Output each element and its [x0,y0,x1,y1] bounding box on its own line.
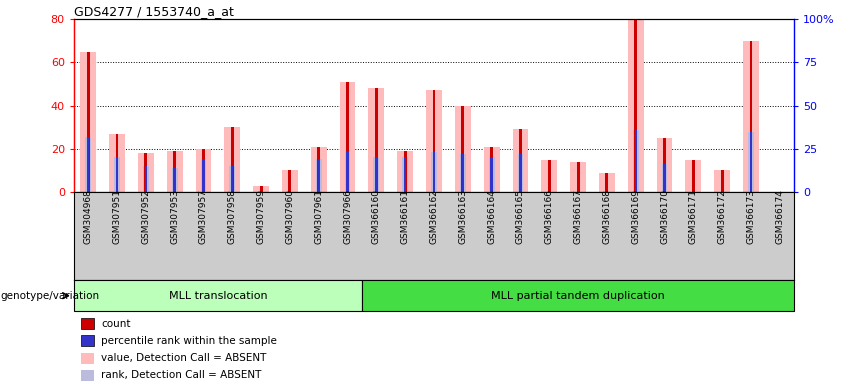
Bar [426,91,442,192]
Text: count: count [102,318,131,329]
Bar [748,131,754,192]
Bar [202,149,205,192]
Bar [81,353,94,364]
Bar [663,164,666,192]
Bar [455,106,470,192]
Bar [375,157,378,192]
Bar [519,154,522,192]
Text: GDS4277 / 1553740_a_at: GDS4277 / 1553740_a_at [74,5,233,18]
Bar [172,168,178,192]
Bar [402,157,408,192]
Bar [548,160,550,192]
Bar [229,166,235,192]
Bar [224,127,240,192]
Bar [433,152,435,192]
Bar [750,131,753,192]
Bar [635,130,637,192]
Bar [489,157,495,192]
Bar [346,151,349,192]
Bar [398,151,413,192]
Bar [462,154,464,192]
Bar [109,134,125,192]
Bar [635,19,637,192]
Bar [345,151,351,192]
Bar [720,170,724,192]
Bar [288,170,292,192]
Bar [81,370,94,381]
Bar [661,164,667,192]
Bar [138,153,154,192]
Bar [114,157,120,192]
Bar [231,166,233,192]
Bar [260,185,262,192]
Bar [174,168,176,192]
Bar [368,88,385,192]
Text: rank, Detection Call = ABSENT: rank, Detection Call = ABSENT [102,370,261,381]
Bar [519,129,522,192]
Bar [346,82,349,192]
Bar [167,151,182,192]
Bar [174,151,176,192]
Bar [628,19,644,192]
Bar [404,151,406,192]
Bar [339,82,356,192]
Bar [599,172,615,192]
Bar [462,106,464,192]
Bar [686,160,701,192]
Bar [115,134,118,192]
Bar [431,152,437,192]
Bar [404,157,406,192]
Bar [663,138,666,192]
Bar [750,41,753,192]
Bar [195,149,212,192]
Text: percentile rank within the sample: percentile rank within the sample [102,336,277,346]
Bar [318,159,320,192]
Bar [490,157,493,192]
Bar [490,147,493,192]
Bar [115,157,118,192]
Text: MLL partial tandem duplication: MLL partial tandem duplication [491,291,665,301]
Bar [81,335,94,346]
Bar [375,88,378,192]
Bar [542,160,557,192]
Bar [80,51,96,192]
Bar [202,159,205,192]
Bar [517,154,523,192]
Text: MLL translocation: MLL translocation [168,291,267,301]
Bar [318,147,320,192]
Bar [253,185,269,192]
Bar [483,147,500,192]
Bar [144,153,148,192]
Bar [85,137,91,192]
Text: value, Detection Call = ABSENT: value, Detection Call = ABSENT [102,353,266,363]
Bar [282,170,298,192]
Bar [143,166,148,192]
Bar [362,280,794,311]
Bar [231,127,233,192]
Bar [460,154,466,192]
Bar [570,162,586,192]
Bar [656,138,673,192]
Text: genotype/variation: genotype/variation [1,291,100,301]
Bar [311,147,326,192]
Bar [512,129,529,192]
Bar [87,51,89,192]
Bar [606,172,608,192]
Bar [432,91,436,192]
Bar [714,170,730,192]
Bar [74,280,362,311]
Bar [373,157,379,192]
Bar [743,41,759,192]
Bar [201,159,207,192]
Bar [316,159,322,192]
Bar [576,162,580,192]
Bar [692,160,694,192]
Bar [87,137,89,192]
Bar [81,318,94,329]
Bar [633,130,639,192]
Bar [145,166,147,192]
